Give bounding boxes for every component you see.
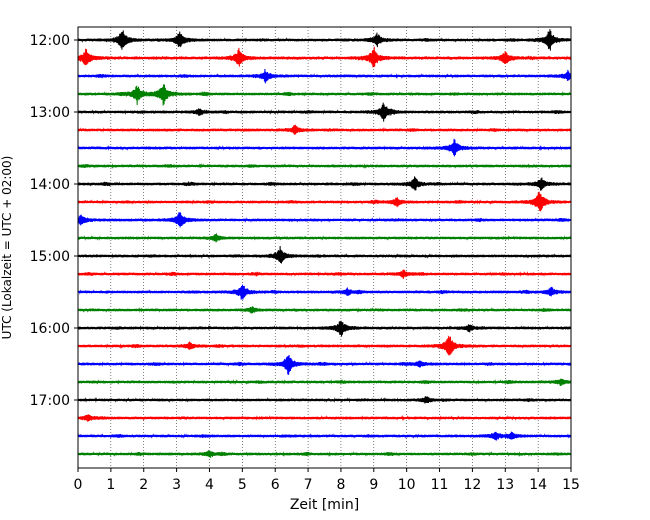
x-tick-label-2: 2 xyxy=(139,477,148,493)
x-tick-label-8: 8 xyxy=(336,477,345,493)
trace-1615 xyxy=(77,335,572,356)
x-tick-label-11: 11 xyxy=(431,477,449,493)
x-axis-ticks: 0 1 2 3 4 5 6 7 8 9 10 11 12 13 14 15 xyxy=(74,468,580,493)
trace-1700 xyxy=(77,396,572,404)
trace-1445 xyxy=(77,233,572,243)
x-tick-label-0: 0 xyxy=(74,477,83,493)
x-axis-label: Zeit [min] xyxy=(290,497,359,513)
x-tick-label-4: 4 xyxy=(205,477,214,493)
y-tick-label-1300: 13:00 xyxy=(30,105,70,121)
y-tick-label-1400: 14:00 xyxy=(30,177,70,193)
trace-1545 xyxy=(77,306,572,314)
trace-1245 xyxy=(77,84,572,106)
y-axis-ticks: 12:00 13:00 14:00 15:00 16:00 17:00 xyxy=(30,33,78,409)
trace-1215 xyxy=(77,46,572,68)
trace-1330 xyxy=(77,138,572,157)
trace-1600 xyxy=(77,320,572,337)
trace-1430 xyxy=(77,212,572,228)
trace-1745 xyxy=(77,450,572,458)
x-tick-label-3: 3 xyxy=(172,477,181,493)
y-tick-label-1600: 16:00 xyxy=(30,321,70,337)
trace-1500 xyxy=(77,245,572,264)
y-tick-label-1700: 17:00 xyxy=(30,393,70,409)
trace-1715 xyxy=(77,414,572,422)
x-tick-label-15: 15 xyxy=(562,477,580,493)
trace-1645 xyxy=(77,378,572,387)
trace-1515 xyxy=(77,269,572,279)
y-tick-label-1500: 15:00 xyxy=(30,249,70,265)
trace-1630 xyxy=(77,354,572,375)
trace-1530 xyxy=(77,284,572,300)
x-tick-label-5: 5 xyxy=(238,477,247,493)
x-tick-label-12: 12 xyxy=(463,477,481,493)
trace-1730 xyxy=(77,431,572,441)
trace-1400 xyxy=(77,176,572,191)
x-tick-label-13: 13 xyxy=(496,477,514,493)
x-tick-label-1: 1 xyxy=(106,477,115,493)
trace-1345 xyxy=(77,163,572,169)
trace-1300 xyxy=(77,102,572,122)
seismic-traces xyxy=(77,29,572,458)
plot-frame xyxy=(77,26,572,469)
trace-1415 xyxy=(77,191,572,212)
trace-1315 xyxy=(77,124,572,136)
x-tick-label-7: 7 xyxy=(304,477,313,493)
y-tick-label-1200: 12:00 xyxy=(30,33,70,49)
trace-1230 xyxy=(77,69,572,84)
x-tick-label-6: 6 xyxy=(271,477,280,493)
trace-1200 xyxy=(77,29,572,51)
x-tick-label-9: 9 xyxy=(369,477,378,493)
x-tick-label-10: 10 xyxy=(398,477,416,493)
x-tick-label-14: 14 xyxy=(529,477,547,493)
y-axis-label: UTC (Lokalzeit = UTC + 02:00) xyxy=(0,156,14,340)
